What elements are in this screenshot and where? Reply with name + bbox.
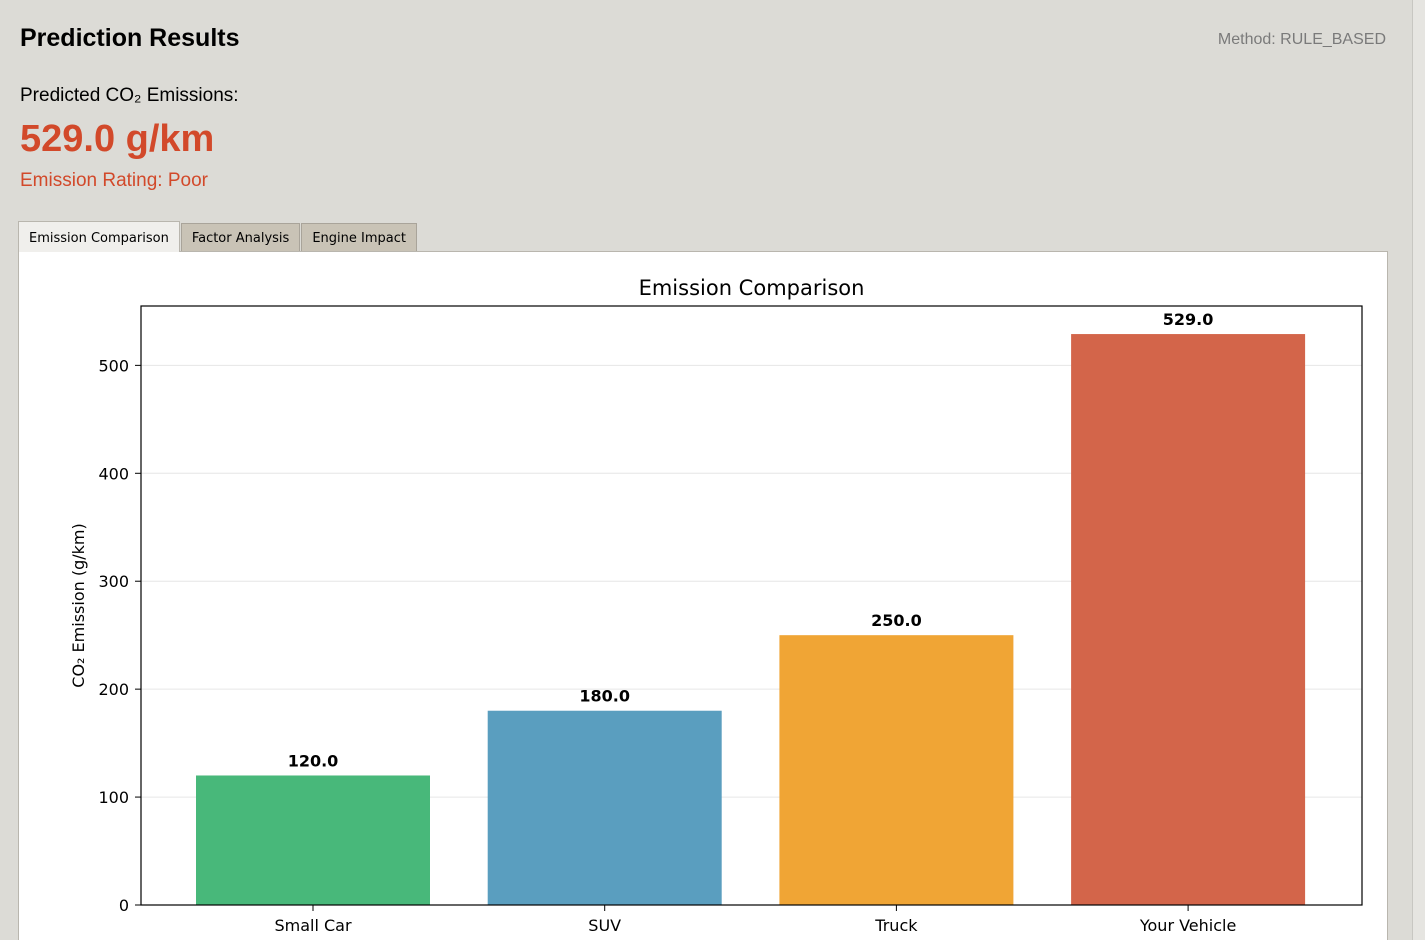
chart-panel: Emission Comparison 0 100 200 300 400 500 CO₂ E… xyxy=(18,251,1388,940)
x-tick-label: Your Vehicle xyxy=(1139,916,1236,935)
emission-comparison-chart: Emission Comparison 0 100 200 300 400 500 CO₂ E… xyxy=(69,276,1363,935)
bar-your-vehicle xyxy=(1071,334,1306,905)
bar-small-car xyxy=(196,775,430,905)
y-axis-label: CO₂ Emission (g/km) xyxy=(69,523,88,687)
emission-rating: Emission Rating: Poor xyxy=(20,170,208,191)
tab-factor-analysis[interactable]: Factor Analysis xyxy=(180,223,301,252)
method-label: Method: RULE_BASED xyxy=(1217,31,1386,48)
x-tick-label: Truck xyxy=(874,916,918,935)
page-title: Prediction Results xyxy=(20,24,240,52)
bar-value-label: 529.0 xyxy=(1163,310,1214,329)
tab-bar: Emission Comparison Factor Analysis Engi… xyxy=(18,221,418,252)
y-tick-label: 400 xyxy=(98,464,129,483)
tab-engine-impact[interactable]: Engine Impact xyxy=(301,223,417,252)
y-tick-label: 500 xyxy=(98,356,129,375)
bar-suv xyxy=(487,710,722,905)
y-tick-label: 200 xyxy=(98,680,129,699)
bar-value-label: 120.0 xyxy=(288,751,339,770)
prediction-label: Predicted CO₂ Emissions: xyxy=(20,85,239,106)
prediction-value: 529.0 g/km xyxy=(20,118,215,160)
x-tick-label: Small Car xyxy=(274,916,352,935)
bar-value-label: 180.0 xyxy=(579,687,630,706)
bar-value-label: 250.0 xyxy=(871,611,922,630)
chart-title: Emission Comparison xyxy=(639,276,865,300)
plot-frame xyxy=(140,305,1363,906)
bar-truck xyxy=(779,635,1014,905)
y-tick-label: 100 xyxy=(98,788,129,807)
x-tick-label: SUV xyxy=(588,916,621,935)
y-tick-label: 300 xyxy=(98,572,129,591)
scrollbar[interactable] xyxy=(1412,0,1425,940)
tab-emission-comparison[interactable]: Emission Comparison xyxy=(18,221,180,252)
y-tick-label: 0 xyxy=(119,896,129,915)
